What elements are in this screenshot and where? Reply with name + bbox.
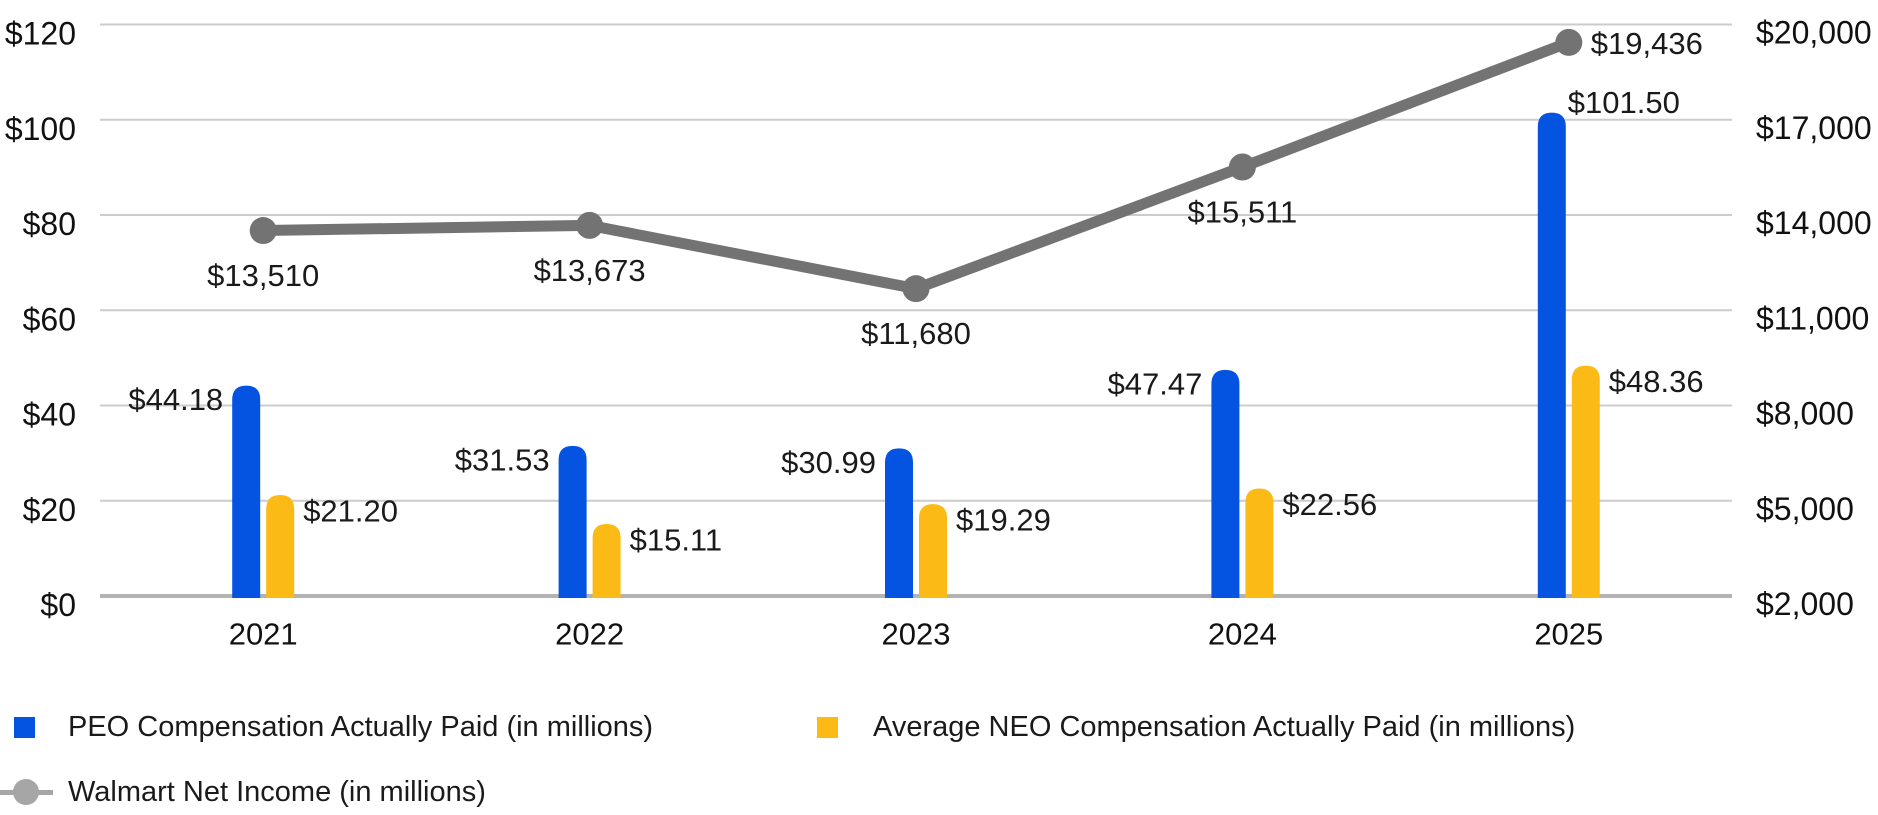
right-axis-tick-label: $5,000 [1756, 491, 1854, 527]
neo-bar-value-label: $48.36 [1609, 364, 1704, 399]
net-income-value-label: $19,436 [1591, 26, 1703, 61]
left-axis-tick-label: $0 [40, 587, 76, 623]
peo-compensation-bar [1211, 369, 1240, 598]
right-axis-tick-label: $14,000 [1756, 205, 1872, 241]
net-income-point [902, 275, 930, 303]
x-axis-year-label: 2022 [555, 617, 624, 652]
legend-square-swatch [14, 716, 35, 738]
neo-bar-value-label: $21.20 [303, 494, 398, 529]
right-axis-tick-label: $11,000 [1756, 300, 1869, 336]
legend-item-net-income: Walmart Net Income (in millions) [0, 775, 486, 808]
avg-neo-compensation-bar [266, 495, 295, 598]
net-income-point [1228, 153, 1256, 181]
net-income-value-label: $15,511 [1188, 194, 1298, 229]
net-income-point [576, 211, 604, 239]
left-axis-tick-label: $20 [23, 492, 76, 528]
peo-bar-value-label: $31.53 [455, 442, 550, 477]
legend-square-swatch [817, 716, 838, 738]
left-axis-tick-label: $40 [23, 397, 76, 433]
right-axis-tick-label: $17,000 [1756, 110, 1872, 146]
net-income-value-label: $13,510 [207, 258, 319, 293]
peo-compensation-bar [1537, 112, 1566, 598]
net-income-point [249, 217, 277, 245]
neo-bar-value-label: $22.56 [1282, 487, 1377, 522]
legend-dot [13, 779, 39, 805]
neo-bar-value-label: $19.29 [956, 503, 1051, 538]
legend-label: Walmart Net Income (in millions) [68, 775, 486, 808]
x-axis-year-label: 2023 [882, 617, 951, 652]
net-income-value-label: $13,673 [534, 253, 646, 288]
peo-compensation-bar [232, 385, 261, 598]
right-axis-tick-label: $8,000 [1756, 396, 1854, 432]
legend-line [0, 790, 53, 795]
left-axis-tick-label: $120 [5, 16, 76, 52]
peo-compensation-bar [885, 448, 913, 598]
left-axis-tick-label: $100 [5, 111, 76, 147]
avg-neo-compensation-bar [919, 504, 947, 598]
peo-bar-value-label: $30.99 [781, 445, 876, 480]
peo-bar-value-label: $47.47 [1108, 366, 1203, 401]
right-axis-tick-label: $2,000 [1756, 586, 1854, 622]
legend-label: PEO Compensation Actually Paid (in milli… [68, 710, 654, 743]
net-income-value-label: $11,680 [861, 316, 971, 351]
legend-item-neo: Average NEO Compensation Actually Paid (… [817, 710, 1576, 743]
neo-bar-value-label: $15.11 [630, 523, 723, 558]
left-axis-tick-label: $60 [23, 301, 76, 337]
right-axis-tick-label: $20,000 [1756, 15, 1872, 51]
legend-label: Average NEO Compensation Actually Paid (… [873, 710, 1576, 743]
x-axis-year-label: 2025 [1534, 617, 1603, 652]
x-axis-year-label: 2024 [1208, 617, 1277, 652]
chart-plot-area: $120 $100 $80 $60 $40 $20 $0 $20,000 $17,000 $14,… [5, 15, 1872, 652]
peo-bar-value-label: $44.18 [128, 382, 223, 417]
avg-neo-compensation-bar [592, 524, 621, 598]
net-income-line [257, 36, 1575, 295]
legend-item-peo: PEO Compensation Actually Paid (in milli… [14, 710, 654, 743]
avg-neo-compensation-bar [1245, 488, 1274, 598]
net-income-point [1555, 28, 1583, 56]
x-axis-year-label: 2021 [229, 617, 298, 652]
avg-neo-compensation-bar [1571, 365, 1600, 598]
peo-bar-value-label: $101.50 [1568, 85, 1680, 120]
legend-line-dot-marker [0, 777, 53, 807]
peo-compensation-bar [558, 445, 587, 598]
left-axis-tick-label: $80 [23, 206, 76, 242]
